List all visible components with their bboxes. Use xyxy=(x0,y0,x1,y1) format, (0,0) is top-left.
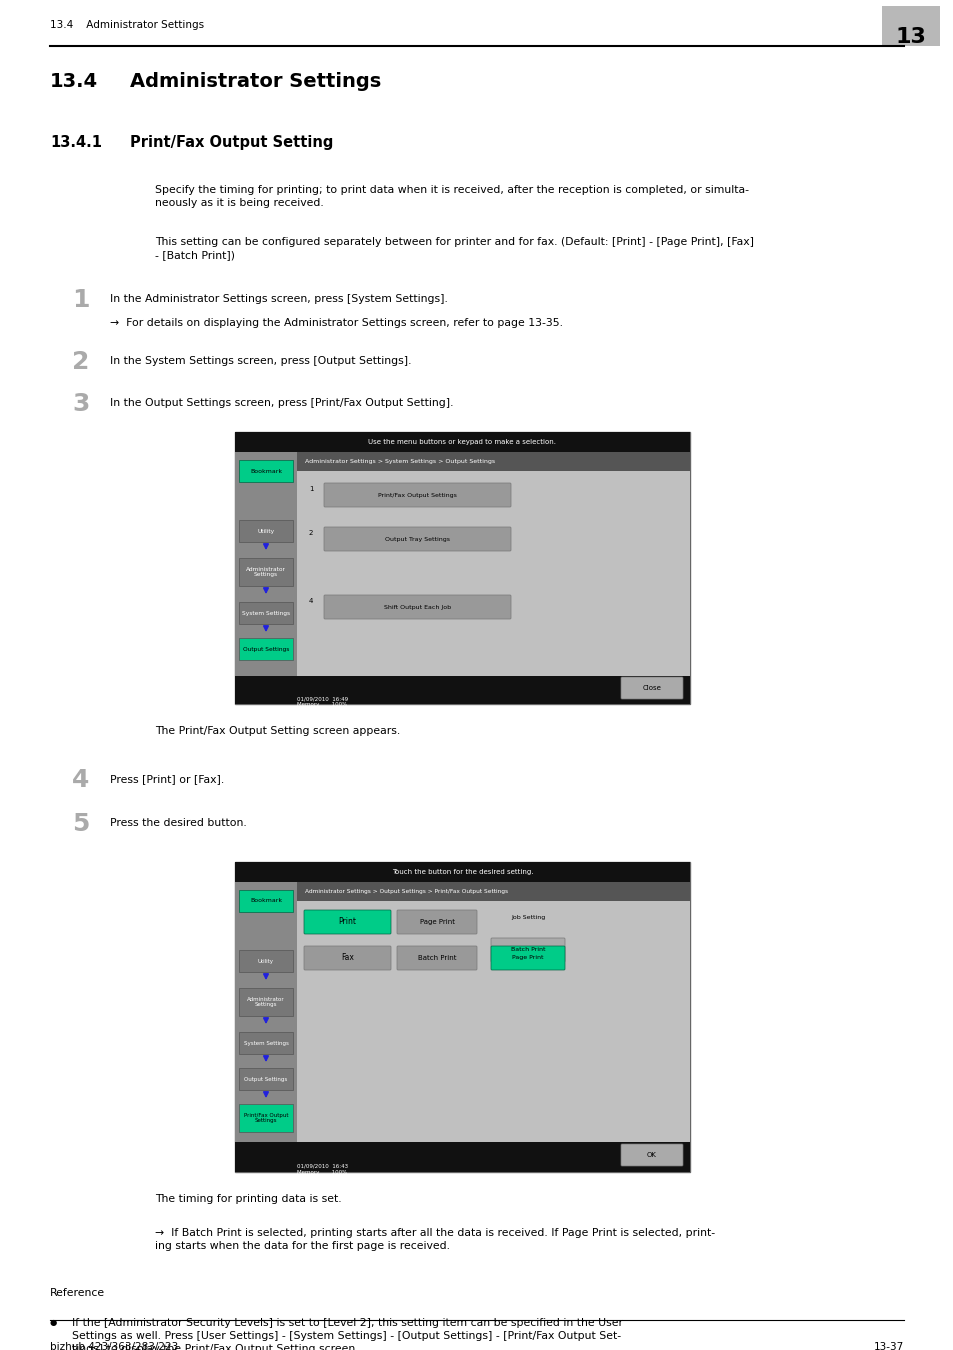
Text: Print/Fax Output
Settings: Print/Fax Output Settings xyxy=(244,1112,288,1123)
Text: The timing for printing data is set.: The timing for printing data is set. xyxy=(154,1193,341,1204)
Text: Utility: Utility xyxy=(257,528,274,533)
Bar xyxy=(239,558,293,586)
Bar xyxy=(239,890,293,913)
Text: Print/Fax Output Settings: Print/Fax Output Settings xyxy=(377,493,456,498)
Text: 13.4    Administrator Settings: 13.4 Administrator Settings xyxy=(50,20,204,30)
Bar xyxy=(234,882,296,1172)
FancyBboxPatch shape xyxy=(304,910,391,934)
Text: 4: 4 xyxy=(71,768,90,792)
Text: Press [Print] or [Fax].: Press [Print] or [Fax]. xyxy=(110,774,224,784)
FancyBboxPatch shape xyxy=(491,938,564,963)
FancyBboxPatch shape xyxy=(491,946,564,971)
Text: 13.4.1: 13.4.1 xyxy=(50,135,102,150)
Bar xyxy=(239,639,293,660)
Text: Administrator
Settings: Administrator Settings xyxy=(247,996,285,1007)
Text: Specify the timing for printing; to print data when it is received, after the re: Specify the timing for printing; to prin… xyxy=(154,185,748,208)
Bar xyxy=(239,1068,293,1089)
Text: 13: 13 xyxy=(895,27,925,47)
Text: Batch Print: Batch Print xyxy=(510,948,545,953)
Text: Print: Print xyxy=(338,918,356,926)
Text: Output Tray Settings: Output Tray Settings xyxy=(385,536,450,541)
Text: Batch Print: Batch Print xyxy=(417,954,456,961)
FancyBboxPatch shape xyxy=(396,910,476,934)
FancyBboxPatch shape xyxy=(324,526,511,551)
Text: →  If Batch Print is selected, printing starts after all the data is received. I: → If Batch Print is selected, printing s… xyxy=(154,1228,715,1251)
Bar xyxy=(234,676,689,703)
Text: 01/09/2010  16:43
Memory       100%: 01/09/2010 16:43 Memory 100% xyxy=(296,1164,348,1176)
Bar xyxy=(234,432,689,452)
Text: This setting can be configured separately between for printer and for fax. (Defa: This setting can be configured separatel… xyxy=(154,238,753,261)
Bar xyxy=(234,452,296,703)
Text: Output Settings: Output Settings xyxy=(244,1076,287,1081)
Text: ●: ● xyxy=(50,1318,57,1327)
Text: Reference: Reference xyxy=(50,1288,105,1297)
Text: 1: 1 xyxy=(309,486,314,491)
Text: If the [Administrator Security Levels] is set to [Level 2], this setting item ca: If the [Administrator Security Levels] i… xyxy=(71,1318,622,1350)
Text: 13.4: 13.4 xyxy=(50,72,98,90)
Text: Output Settings: Output Settings xyxy=(243,647,289,652)
Text: Press the desired button.: Press the desired button. xyxy=(110,818,247,828)
Bar xyxy=(239,460,293,482)
Text: 1: 1 xyxy=(71,288,90,312)
Text: Administrator Settings: Administrator Settings xyxy=(130,72,381,90)
Text: In the Output Settings screen, press [Print/Fax Output Setting].: In the Output Settings screen, press [Pr… xyxy=(110,398,453,408)
Text: In the System Settings screen, press [Output Settings].: In the System Settings screen, press [Ou… xyxy=(110,356,411,366)
Text: Bookmark: Bookmark xyxy=(250,899,282,903)
Bar xyxy=(239,988,293,1017)
FancyBboxPatch shape xyxy=(620,676,682,699)
Text: 2: 2 xyxy=(309,531,313,536)
Text: 01/09/2010  16:49
Memory       100%: 01/09/2010 16:49 Memory 100% xyxy=(296,697,348,707)
Text: Bookmark: Bookmark xyxy=(250,468,282,474)
Text: Fax: Fax xyxy=(341,953,354,963)
Text: 2: 2 xyxy=(71,350,90,374)
Text: Utility: Utility xyxy=(257,958,274,964)
Bar xyxy=(882,5,939,46)
Bar xyxy=(234,863,689,1172)
Bar xyxy=(234,863,689,882)
Bar xyxy=(234,432,689,703)
Text: Print/Fax Output Setting: Print/Fax Output Setting xyxy=(130,135,333,150)
Bar xyxy=(296,452,689,471)
Text: Administrator Settings > Output Settings > Print/Fax Output Settings: Administrator Settings > Output Settings… xyxy=(305,890,508,894)
Text: 3: 3 xyxy=(71,392,90,416)
Text: The Print/Fax Output Setting screen appears.: The Print/Fax Output Setting screen appe… xyxy=(154,726,400,736)
FancyBboxPatch shape xyxy=(324,595,511,620)
FancyBboxPatch shape xyxy=(324,483,511,508)
Text: In the Administrator Settings screen, press [System Settings].: In the Administrator Settings screen, pr… xyxy=(110,294,447,304)
Text: 5: 5 xyxy=(71,811,90,836)
Bar xyxy=(234,1142,689,1172)
FancyBboxPatch shape xyxy=(396,946,476,971)
Text: System Settings: System Settings xyxy=(243,1041,288,1045)
FancyBboxPatch shape xyxy=(620,1143,682,1166)
Text: Page Print: Page Print xyxy=(419,919,454,925)
Bar xyxy=(239,950,293,972)
Text: →  For details on displaying the Administrator Settings screen, refer to page 13: → For details on displaying the Administ… xyxy=(110,319,562,328)
Bar xyxy=(296,471,689,703)
Text: Administrator Settings > System Settings > Output Settings: Administrator Settings > System Settings… xyxy=(305,459,495,464)
Text: 4: 4 xyxy=(309,598,313,603)
Text: Shift Output Each Job: Shift Output Each Job xyxy=(383,605,451,609)
Text: Use the menu buttons or keypad to make a selection.: Use the menu buttons or keypad to make a… xyxy=(368,439,556,446)
Bar xyxy=(239,520,293,541)
Text: bizhub 423/363/283/223: bizhub 423/363/283/223 xyxy=(50,1342,178,1350)
Text: Job Setting: Job Setting xyxy=(511,915,544,919)
Text: System Settings: System Settings xyxy=(242,610,290,616)
Text: Close: Close xyxy=(642,684,660,691)
Text: Administrator
Settings: Administrator Settings xyxy=(246,567,286,578)
Text: 13-37: 13-37 xyxy=(873,1342,903,1350)
Bar xyxy=(239,1031,293,1054)
FancyBboxPatch shape xyxy=(304,946,391,971)
Bar xyxy=(239,602,293,624)
Text: OK: OK xyxy=(646,1152,657,1158)
Bar xyxy=(296,882,689,900)
Text: Touch the button for the desired setting.: Touch the button for the desired setting… xyxy=(392,869,533,875)
Bar xyxy=(239,1104,293,1133)
Text: Page Print: Page Print xyxy=(512,956,543,960)
Bar xyxy=(296,900,689,1172)
